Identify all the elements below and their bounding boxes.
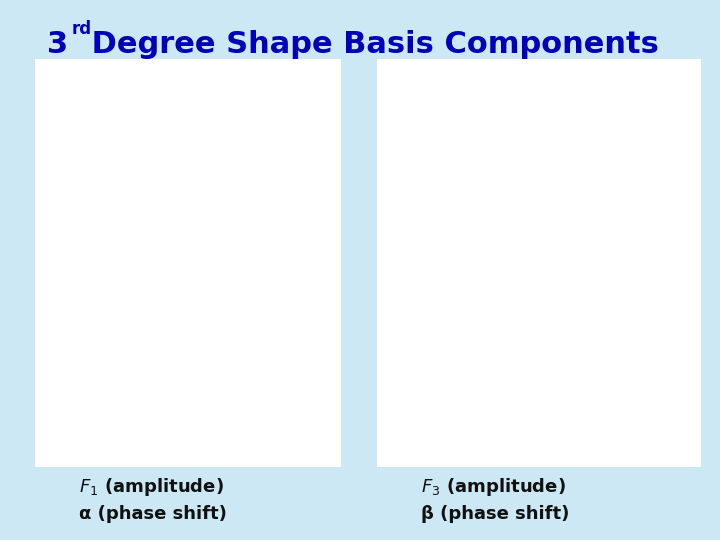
Text: $F_1$ (amplitude): $F_1$ (amplitude) [79, 476, 224, 498]
Text: $F_3$ (amplitude): $F_3$ (amplitude) [421, 476, 566, 498]
Text: rd: rd [72, 20, 92, 38]
Text: β (phase shift): β (phase shift) [421, 505, 570, 523]
Text: Degree Shape Basis Components: Degree Shape Basis Components [81, 30, 659, 59]
Text: α (phase shift): α (phase shift) [79, 505, 227, 523]
Text: 3: 3 [47, 30, 68, 59]
